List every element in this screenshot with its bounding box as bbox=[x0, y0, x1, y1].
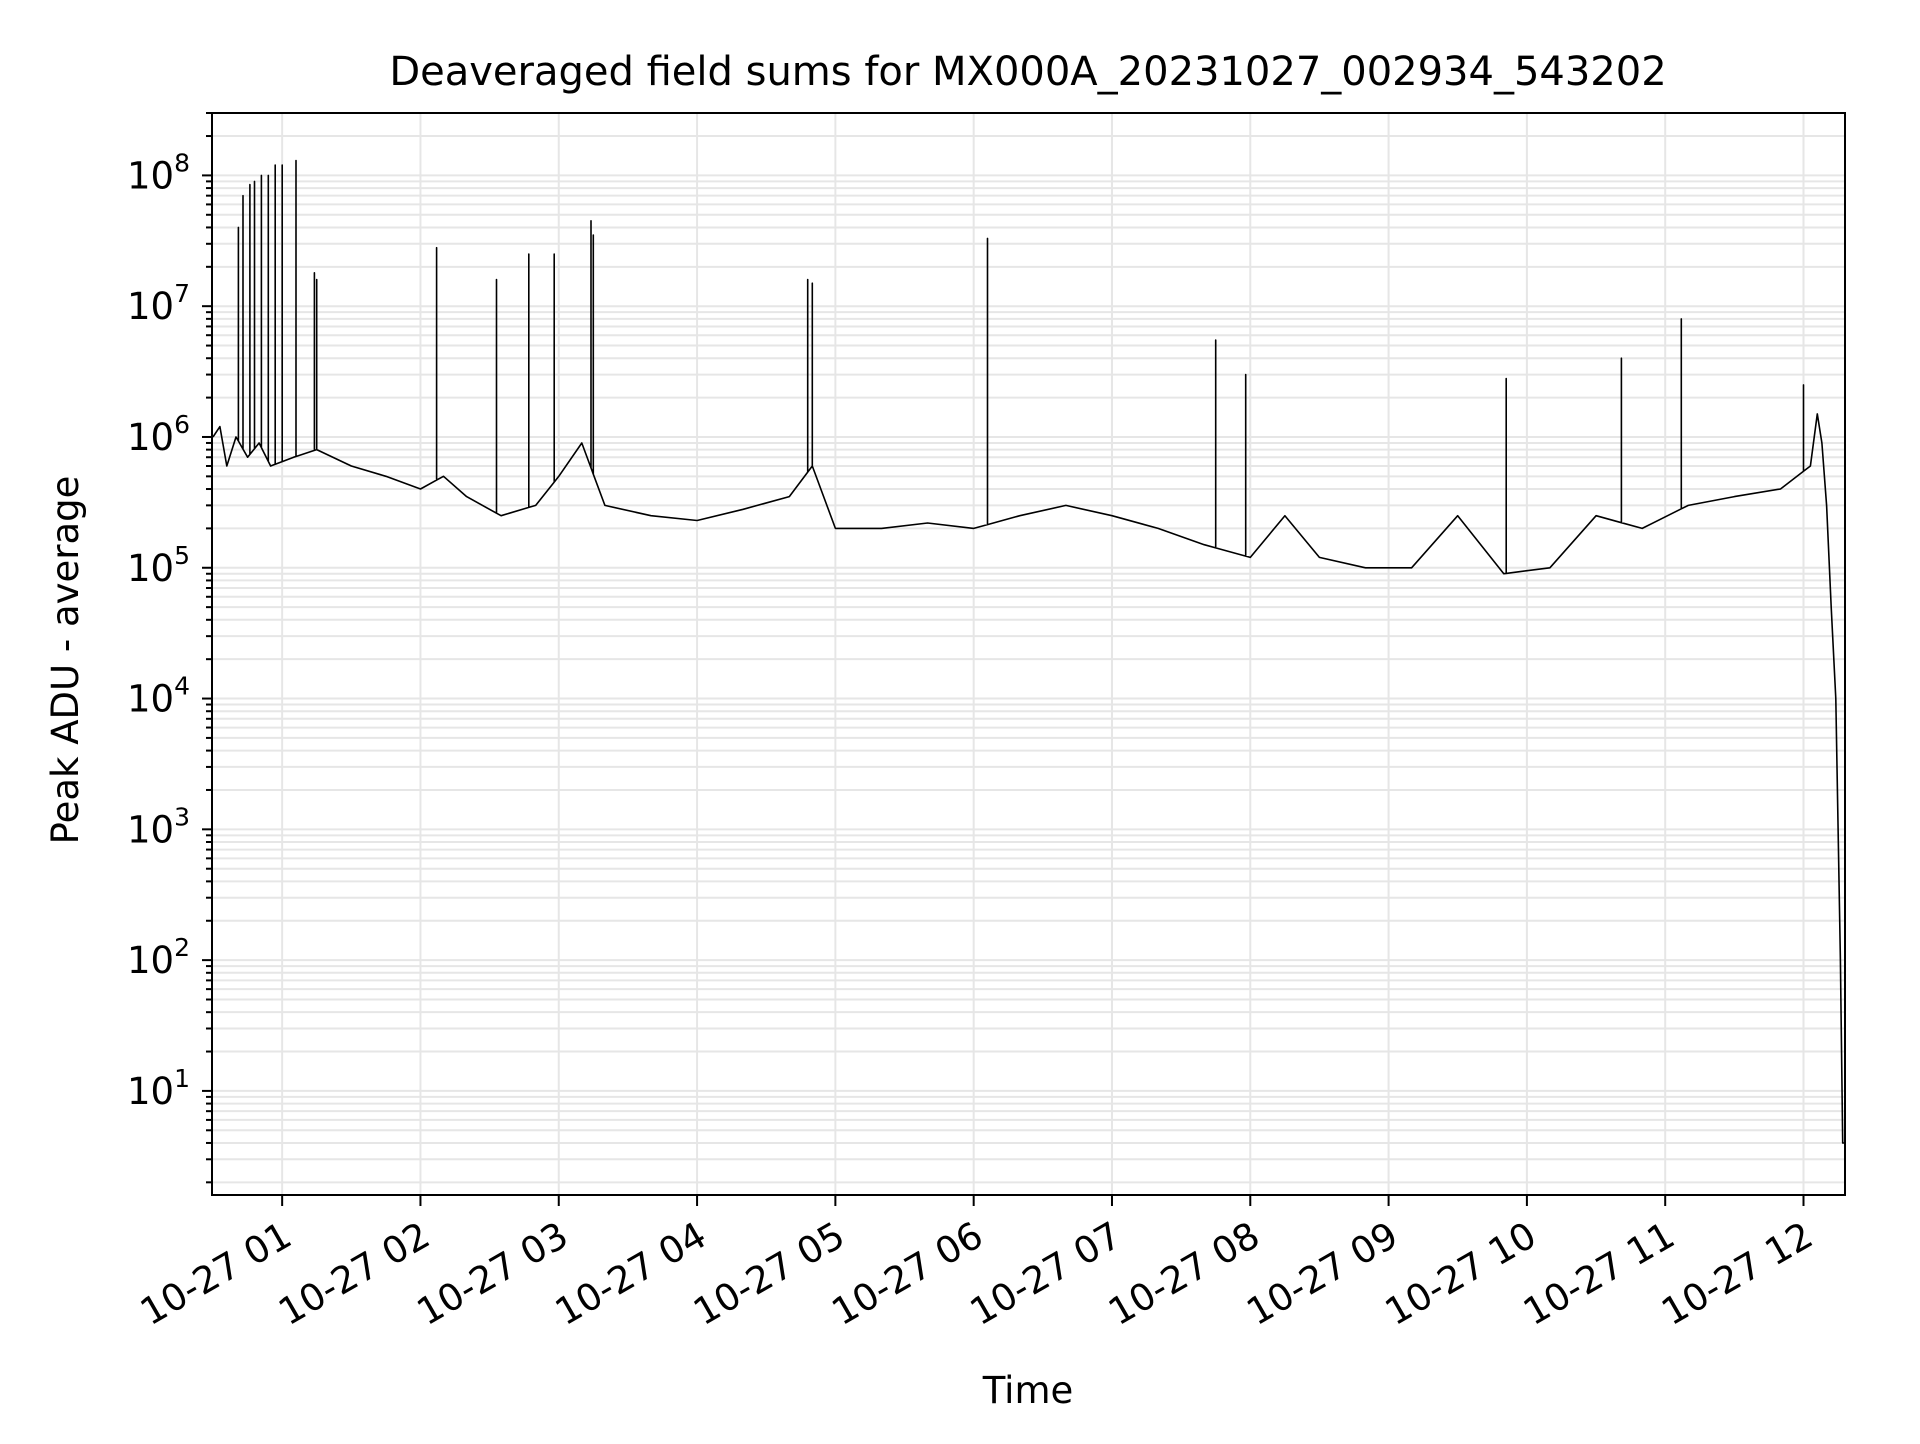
y-tick-base: 10 bbox=[127, 939, 174, 982]
y-tick-exponent: 8 bbox=[174, 148, 190, 177]
y-tick-exponent: 5 bbox=[174, 541, 190, 570]
y-tick-exponent: 6 bbox=[174, 410, 190, 439]
y-tick-label: 108 bbox=[127, 148, 190, 197]
y-tick-base: 10 bbox=[127, 285, 174, 328]
y-tick-exponent: 4 bbox=[174, 672, 190, 701]
chart-title: Deaveraged field sums for MX000A_2023102… bbox=[389, 49, 1666, 95]
y-axis-label: Peak ADU - average bbox=[44, 476, 87, 845]
y-tick-label: 104 bbox=[127, 672, 190, 721]
y-tick-label: 102 bbox=[127, 933, 190, 982]
y-tick-exponent: 3 bbox=[174, 802, 190, 831]
y-tick-exponent: 2 bbox=[174, 933, 190, 962]
series-line bbox=[212, 159, 1845, 1144]
data-series bbox=[212, 159, 1845, 1144]
y-tick-exponent: 7 bbox=[174, 279, 190, 308]
y-tick-base: 10 bbox=[127, 547, 174, 590]
y-tick-base: 10 bbox=[127, 154, 174, 197]
y-tick-label: 107 bbox=[127, 279, 190, 328]
y-tick-exponent: 1 bbox=[174, 1064, 190, 1093]
y-tick-base: 10 bbox=[127, 416, 174, 459]
x-axis-label: Time bbox=[982, 1369, 1074, 1412]
y-tick-label: 106 bbox=[127, 410, 190, 459]
y-tick-label: 101 bbox=[127, 1064, 190, 1113]
y-tick-base: 10 bbox=[127, 1070, 174, 1113]
plot-frame bbox=[211, 112, 1846, 1196]
y-tick-base: 10 bbox=[127, 808, 174, 851]
grid bbox=[212, 112, 1845, 1195]
y-tick-label: 103 bbox=[127, 802, 190, 851]
y-tick-label: 105 bbox=[127, 541, 190, 590]
y-tick-base: 10 bbox=[127, 678, 174, 721]
